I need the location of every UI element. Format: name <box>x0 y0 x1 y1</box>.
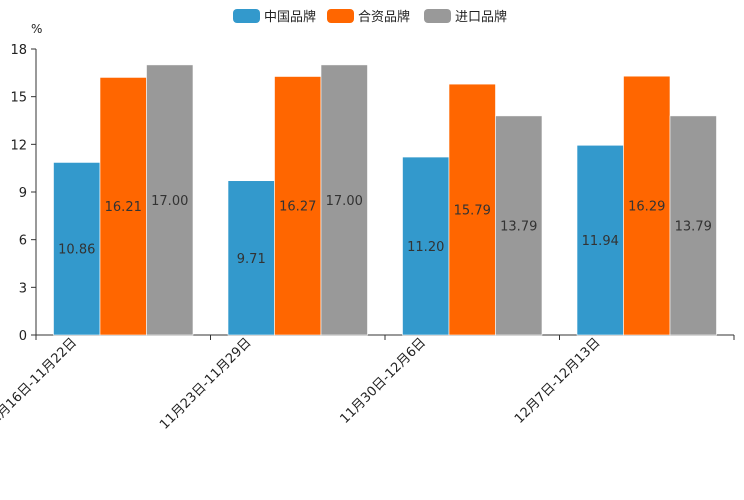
bar-value-label: 15.79 <box>454 204 491 219</box>
bar-value-label: 17.00 <box>151 194 188 209</box>
bar[interactable] <box>274 76 322 336</box>
bar-value-label: 17.00 <box>326 194 363 209</box>
legend-label: 进口品牌 <box>455 9 507 25</box>
legend-swatch <box>424 9 451 23</box>
y-axis: 0 3 6 9 12 15 18 <box>10 43 37 344</box>
x-tick-label: 12月7日-12月13日 <box>512 335 604 427</box>
y-tick-label: 15 <box>10 91 27 106</box>
legend-label: 中国品牌 <box>264 9 316 25</box>
y-axis-unit: % <box>31 22 42 36</box>
legend-item[interactable]: 中国品牌 <box>233 9 316 25</box>
bar[interactable] <box>669 115 717 336</box>
bar-value-label: 13.79 <box>500 219 537 234</box>
bar[interactable] <box>448 83 496 336</box>
bar-value-label: 13.79 <box>675 219 712 234</box>
legend-item[interactable]: 合资品牌 <box>327 9 410 25</box>
bar-labels: 10.86 16.21 17.00 9.71 16.27 17.00 11.20 15.79 1… <box>58 194 712 267</box>
bar-value-label: 10.86 <box>58 243 95 258</box>
bar-value-label: 11.20 <box>407 240 444 255</box>
y-tick-label: 18 <box>10 43 27 58</box>
bars <box>53 64 717 336</box>
legend-swatch <box>327 9 354 23</box>
y-tick-label: 9 <box>19 186 27 201</box>
legend-item[interactable]: 进口品牌 <box>424 9 507 25</box>
legend-label: 合资品牌 <box>358 9 410 25</box>
bar[interactable] <box>146 64 194 336</box>
bar-value-label: 11.94 <box>582 234 619 249</box>
bar[interactable] <box>576 144 624 336</box>
y-tick-label: 3 <box>19 281 27 296</box>
x-axis: 11月16日-11月22日 11月23日-11月29日 11月30日-12月6日 12… <box>0 334 735 433</box>
x-tick-label: 11月16日-11月22日 <box>0 335 80 432</box>
bar-value-label: 16.21 <box>105 200 142 215</box>
bar[interactable] <box>320 64 368 336</box>
legend-swatch <box>233 9 260 23</box>
y-tick-label: 0 <box>19 329 27 344</box>
bar-value-label: 16.29 <box>628 200 665 215</box>
bar-value-label: 9.71 <box>237 252 266 267</box>
x-tick-label: 11月30日-12月6日 <box>337 335 429 427</box>
bar-value-label: 16.27 <box>279 200 316 215</box>
x-tick-label: 11月23日-11月29日 <box>157 335 254 432</box>
bar[interactable] <box>402 156 450 336</box>
bar[interactable] <box>623 75 671 336</box>
y-tick-label: 6 <box>19 234 27 249</box>
y-tick-label: 12 <box>10 138 27 153</box>
legend: 中国品牌 合资品牌 进口品牌 <box>233 9 507 25</box>
bar[interactable] <box>495 115 543 336</box>
